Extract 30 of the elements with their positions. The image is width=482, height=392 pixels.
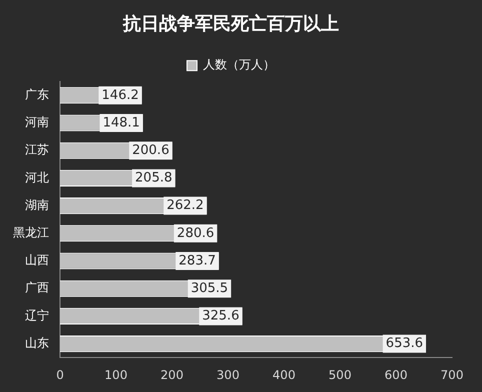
- x-tick-label: 700: [440, 368, 464, 382]
- data-label: 200.6: [132, 142, 170, 158]
- y-tick-label: 山东: [25, 336, 49, 350]
- y-tick-label: 河北: [25, 170, 49, 184]
- y-tick-label: 黑龙江: [13, 226, 49, 240]
- data-label: 262.2: [166, 198, 204, 214]
- x-tick-label: 200: [160, 368, 184, 382]
- data-label: 146.2: [102, 88, 139, 103]
- data-label: 148.1: [102, 115, 140, 130]
- y-tick-label: 山西: [25, 253, 49, 268]
- x-tick-label: 0: [56, 368, 64, 382]
- data-label: 283.7: [178, 253, 216, 268]
- legend-label: 人数（万人）: [203, 58, 275, 72]
- x-tick-label: 300: [216, 368, 240, 382]
- y-tick-label: 湖南: [25, 198, 49, 212]
- y-tick-label: 辽宁: [25, 308, 49, 322]
- y-tick-label: 河南: [25, 115, 49, 130]
- x-tick-label: 500: [328, 368, 352, 382]
- x-tick-label: 600: [384, 368, 408, 382]
- y-tick-label: 广西: [25, 280, 49, 295]
- chart-title: 抗日战争军民死亡百万以上: [122, 13, 339, 34]
- data-label: 325.6: [202, 308, 240, 324]
- data-label: 305.5: [190, 280, 228, 296]
- data-label: 280.6: [176, 226, 214, 241]
- data-label: 205.8: [135, 170, 172, 186]
- x-tick-label: 400: [272, 368, 296, 382]
- y-tick-label: 广东: [25, 88, 49, 102]
- y-tick-label: 江苏: [25, 142, 49, 157]
- x-tick-label: 100: [104, 368, 128, 382]
- data-label: 653.6: [386, 336, 424, 352]
